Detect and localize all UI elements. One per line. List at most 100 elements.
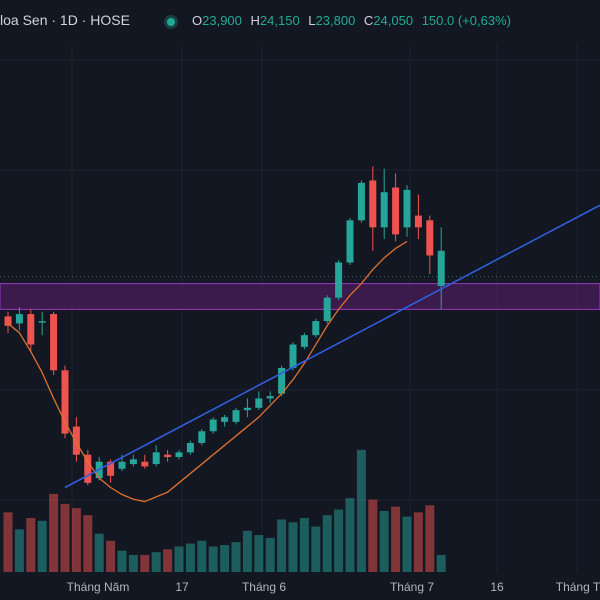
candle-body [335, 262, 343, 298]
trendline-line [64, 204, 600, 489]
low-value: 23,800 [315, 13, 356, 28]
candle-body [426, 220, 434, 256]
change-value: 150.0 (+0,63%) [421, 13, 511, 28]
volume-bar [208, 546, 218, 572]
candle-body [346, 220, 354, 263]
volume-bar [379, 510, 389, 572]
volume-bar [356, 449, 366, 572]
volume-bar [334, 509, 344, 572]
candle-body [164, 454, 172, 458]
volume-bar [413, 512, 423, 572]
candle-body [437, 250, 445, 286]
live-dot-icon [167, 18, 175, 26]
volume-bar [220, 545, 230, 572]
high-label: H [250, 13, 260, 28]
volume-bar [151, 552, 161, 572]
candle-body [380, 192, 388, 228]
x-tick-label: Tháng T [556, 580, 600, 594]
volume-bar [163, 549, 173, 572]
candle-body [141, 461, 149, 467]
candle-body [300, 335, 308, 347]
candle-body [357, 182, 365, 221]
volume-bar [71, 508, 81, 572]
candle-body [186, 442, 194, 453]
volume-bar [299, 518, 309, 572]
chart-header: loa Sen · 1D · HOSE O23,900 H24,150 L23,… [0, 0, 600, 44]
volume-bar [425, 505, 435, 572]
volume-bar [265, 537, 275, 572]
volume-bar [49, 493, 59, 572]
candle-body [129, 459, 137, 465]
volume-bar [242, 530, 252, 572]
candle-body [107, 461, 115, 476]
candle-body [369, 180, 377, 228]
volume-bar [140, 554, 150, 572]
volume-bar [185, 543, 195, 572]
volume-bar [117, 550, 127, 572]
low-label: L [308, 13, 316, 28]
volume-bar [368, 499, 378, 572]
volume-bar [197, 540, 207, 572]
volume-bar [402, 516, 412, 572]
close-label: C [363, 13, 374, 28]
open-label: O [192, 13, 203, 28]
volume-bar [436, 554, 446, 572]
volume-bars [3, 449, 446, 572]
volume-bar [83, 515, 93, 572]
candle-body [50, 314, 58, 371]
candle-body [221, 417, 229, 422]
candle-body [4, 316, 12, 326]
support-zone[interactable] [0, 276, 600, 310]
candlestick-series [4, 166, 445, 486]
candle-body [118, 461, 126, 469]
zone-rect [0, 283, 600, 310]
candle-body [392, 187, 400, 235]
close-value: 24,050 [373, 13, 414, 28]
ohlc-legend: O23,900 H24,150 L23,800 C24,050 150.0 (+… [192, 13, 516, 28]
candle-body [209, 419, 217, 432]
volume-bar [60, 503, 70, 572]
candle-body [152, 452, 160, 465]
volume-bar [311, 526, 321, 572]
candle-body [38, 321, 46, 323]
symbol-title[interactable]: loa Sen · 1D · HOSE [0, 12, 130, 28]
volume-bar [391, 506, 401, 572]
candle-body [61, 370, 69, 434]
candle-body [403, 189, 411, 228]
volume-bar [94, 533, 104, 572]
x-tick-label: Tháng Năm [67, 580, 130, 594]
candle-body [323, 297, 331, 322]
candle-body [266, 396, 274, 399]
ma-line [7, 240, 408, 503]
trendline[interactable] [64, 204, 600, 489]
x-tick-label: Tháng 7 [390, 580, 434, 594]
candle-body [27, 314, 35, 345]
candle-body [175, 452, 183, 458]
candle-body [198, 431, 206, 443]
candle-body [15, 314, 23, 324]
candle-body [312, 321, 320, 336]
volume-bar [174, 546, 184, 572]
x-tick-label: 17 [175, 580, 189, 594]
volume-bar [322, 515, 332, 572]
volume-bar [3, 512, 13, 572]
candle-body [255, 398, 263, 408]
volume-bar [128, 554, 138, 572]
volume-bar [345, 498, 355, 572]
candle-body [243, 407, 251, 411]
volume-bar [26, 518, 36, 572]
volume-bar [288, 522, 298, 572]
x-tick-label: 16 [490, 580, 504, 594]
volume-bar [231, 542, 241, 572]
candle-body [278, 367, 286, 394]
moving-average [7, 240, 408, 503]
candle-body [289, 344, 297, 368]
volume-bar [14, 529, 24, 572]
volume-bar [37, 520, 47, 572]
open-value: 23,900 [202, 13, 242, 28]
volume-bar [277, 519, 287, 572]
volume-bar [106, 540, 116, 572]
candle-body [84, 454, 92, 483]
volume-bar [254, 535, 264, 572]
